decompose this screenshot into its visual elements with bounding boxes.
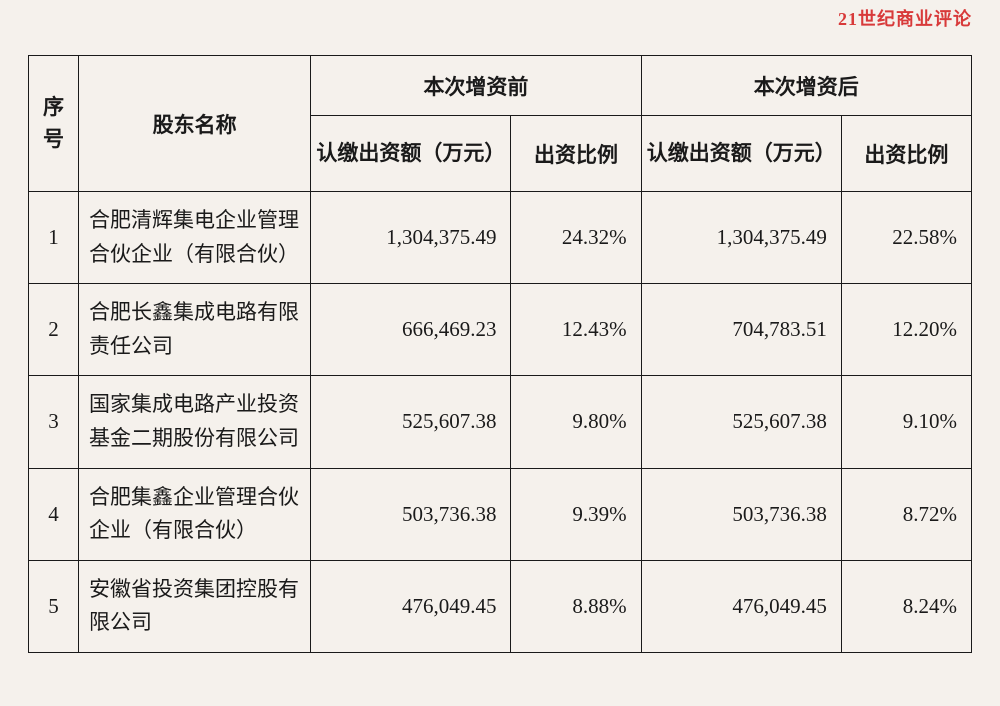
- cell-name: 合肥长鑫集成电路有限责任公司: [79, 284, 311, 376]
- header-seq-label: 序号: [29, 86, 78, 161]
- cell-seq: 1: [29, 192, 79, 284]
- cell-before-amount: 503,736.38: [311, 468, 511, 560]
- cell-before-amount: 666,469.23: [311, 284, 511, 376]
- header-after-group: 本次增资后: [641, 56, 971, 116]
- cell-after-amount: 704,783.51: [641, 284, 841, 376]
- table-container: 序号 股东名称 本次增资前 本次增资后 认缴出资额（万元） 出资比例 认缴出资额…: [0, 0, 1000, 693]
- cell-after-ratio: 9.10%: [841, 376, 971, 468]
- cell-after-ratio: 12.20%: [841, 284, 971, 376]
- cell-name: 国家集成电路产业投资基金二期股份有限公司: [79, 376, 311, 468]
- cell-before-ratio: 9.39%: [511, 468, 641, 560]
- cell-before-amount: 525,607.38: [311, 376, 511, 468]
- table-row: 1 合肥清辉集电企业管理合伙企业（有限合伙） 1,304,375.49 24.3…: [29, 192, 972, 284]
- watermark-text: 21世纪商业评论: [838, 5, 972, 31]
- cell-before-ratio: 9.80%: [511, 376, 641, 468]
- cell-before-amount: 1,304,375.49: [311, 192, 511, 284]
- cell-before-ratio: 12.43%: [511, 284, 641, 376]
- cell-name: 安徽省投资集团控股有限公司: [79, 560, 311, 652]
- cell-before-ratio: 8.88%: [511, 560, 641, 652]
- header-row-1: 序号 股东名称 本次增资前 本次增资后: [29, 56, 972, 116]
- header-after-amount-label: 认缴出资额（万元）: [642, 132, 841, 176]
- cell-before-ratio: 24.32%: [511, 192, 641, 284]
- table-row: 2 合肥长鑫集成电路有限责任公司 666,469.23 12.43% 704,7…: [29, 284, 972, 376]
- header-before-amount-label: 认缴出资额（万元）: [311, 132, 510, 176]
- table-row: 5 安徽省投资集团控股有限公司 476,049.45 8.88% 476,049…: [29, 560, 972, 652]
- header-after-amount: 认缴出资额（万元）: [641, 116, 841, 192]
- cell-seq: 3: [29, 376, 79, 468]
- table-body: 1 合肥清辉集电企业管理合伙企业（有限合伙） 1,304,375.49 24.3…: [29, 192, 972, 653]
- cell-seq: 5: [29, 560, 79, 652]
- header-after-ratio: 出资比例: [841, 116, 971, 192]
- table-row: 3 国家集成电路产业投资基金二期股份有限公司 525,607.38 9.80% …: [29, 376, 972, 468]
- cell-name: 合肥集鑫企业管理合伙企业（有限合伙）: [79, 468, 311, 560]
- cell-after-ratio: 22.58%: [841, 192, 971, 284]
- cell-after-amount: 503,736.38: [641, 468, 841, 560]
- table-row: 4 合肥集鑫企业管理合伙企业（有限合伙） 503,736.38 9.39% 50…: [29, 468, 972, 560]
- header-before-ratio: 出资比例: [511, 116, 641, 192]
- cell-after-ratio: 8.72%: [841, 468, 971, 560]
- cell-after-amount: 476,049.45: [641, 560, 841, 652]
- header-name: 股东名称: [79, 56, 311, 192]
- header-before-group: 本次增资前: [311, 56, 641, 116]
- cell-after-amount: 1,304,375.49: [641, 192, 841, 284]
- cell-after-amount: 525,607.38: [641, 376, 841, 468]
- cell-seq: 2: [29, 284, 79, 376]
- cell-before-amount: 476,049.45: [311, 560, 511, 652]
- shareholder-table: 序号 股东名称 本次增资前 本次增资后 认缴出资额（万元） 出资比例 认缴出资额…: [28, 55, 972, 653]
- header-seq: 序号: [29, 56, 79, 192]
- cell-seq: 4: [29, 468, 79, 560]
- table-header: 序号 股东名称 本次增资前 本次增资后 认缴出资额（万元） 出资比例 认缴出资额…: [29, 56, 972, 192]
- cell-after-ratio: 8.24%: [841, 560, 971, 652]
- cell-name: 合肥清辉集电企业管理合伙企业（有限合伙）: [79, 192, 311, 284]
- header-before-amount: 认缴出资额（万元）: [311, 116, 511, 192]
